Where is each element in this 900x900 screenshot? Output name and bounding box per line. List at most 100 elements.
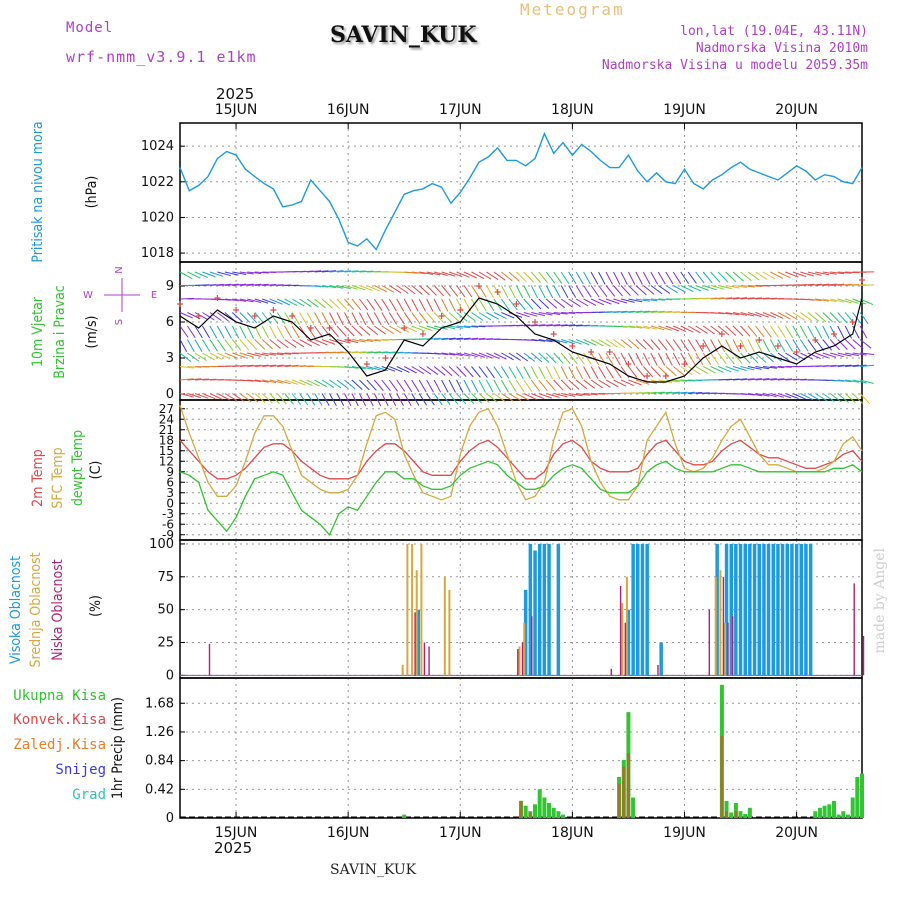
- wind-barb: [284, 364, 299, 367]
- wind-gust-marker: [569, 343, 576, 349]
- wind-barb: [807, 339, 817, 352]
- wind-barb: [845, 283, 860, 286]
- wind-barb: [209, 352, 223, 360]
- wind-barb: [202, 378, 217, 381]
- y-tick-label: 25: [157, 636, 174, 651]
- wind-barb: [590, 366, 599, 379]
- wind-barb: [725, 312, 740, 316]
- wind-barb: [575, 379, 588, 390]
- wind-barb: [553, 271, 563, 284]
- y-tick-label: 9: [166, 279, 174, 294]
- wind-barb: [822, 352, 837, 358]
- wind-barb: [486, 393, 498, 403]
- wind-barb: [179, 378, 194, 381]
- wind-barb: [590, 285, 600, 298]
- wind-barb: [732, 339, 740, 353]
- wind-barb: [553, 298, 566, 309]
- wind-gust-marker: [700, 343, 707, 349]
- wind-barb: [179, 352, 192, 363]
- pressure-line: [179, 131, 863, 251]
- wind-barb: [239, 312, 251, 323]
- wind-barb: [329, 393, 337, 406]
- wind-barb: [628, 366, 638, 378]
- wind-barb: [389, 325, 402, 334]
- cloud-axis-title-1: Visoka Oblacnost: [8, 556, 24, 664]
- wind-barb: [426, 285, 437, 296]
- wind-barb: [762, 325, 772, 338]
- y-tick-label: 100: [149, 537, 174, 552]
- wind-barb: [194, 352, 207, 362]
- wind-barb: [844, 393, 856, 404]
- wind-barb: [807, 271, 822, 276]
- wind-barb: [830, 352, 844, 358]
- wind-barb: [598, 379, 611, 388]
- wind-barb: [553, 339, 568, 344]
- wind-barb: [456, 379, 464, 393]
- x-tick-label-bottom: 17JUN: [439, 825, 482, 841]
- wind-barb: [471, 325, 486, 328]
- wind-barb: [493, 393, 506, 403]
- wind-barb: [209, 312, 222, 321]
- wind-barb: [538, 324, 553, 327]
- wind-gust-marker: [681, 361, 688, 367]
- wind-barb: [852, 364, 867, 367]
- wind-gust-marker: [513, 301, 520, 307]
- wind-barb: [232, 352, 246, 359]
- wind-barb: [239, 283, 254, 286]
- wind-barb: [777, 271, 791, 279]
- y-tick-label: 0: [166, 811, 174, 826]
- wind-barb: [755, 339, 763, 353]
- wind-barb: [403, 298, 412, 312]
- x-tick-label-bottom: 15JUN: [215, 825, 258, 841]
- wind-barb: [665, 285, 678, 294]
- wind-barb: [613, 271, 621, 285]
- wind-barb: [381, 298, 390, 312]
- total-precip-bar: [747, 807, 752, 818]
- y-tick-label: 1.68: [145, 696, 174, 711]
- wind-barb: [583, 271, 591, 285]
- wind-barb: [224, 352, 238, 359]
- low-cloud-bar: [423, 642, 426, 676]
- wind-barb: [583, 352, 592, 365]
- wind-barb: [628, 325, 643, 329]
- wind-barb: [441, 312, 452, 323]
- wind-barb: [657, 271, 666, 285]
- wind-barb: [351, 312, 359, 326]
- wind-barb: [411, 298, 419, 312]
- wind-barb: [262, 379, 277, 384]
- precip-legend-item: Ukupna Kisa: [13, 688, 106, 704]
- wind-barb: [650, 285, 663, 295]
- wind-barb: [246, 393, 259, 403]
- x-tick-label-bottom: 19JUN: [663, 825, 706, 841]
- mid-cloud-bar: [420, 543, 423, 676]
- wind-barb: [740, 285, 755, 288]
- wind-barb: [463, 285, 473, 298]
- wind-barb: [321, 298, 333, 309]
- high-cloud-bar: [640, 543, 645, 676]
- wind-gust-marker: [494, 289, 501, 295]
- wind-barb: [314, 312, 322, 326]
- wind-barb: [837, 379, 852, 383]
- wind-barb: [404, 325, 418, 333]
- wind-barb: [187, 312, 201, 320]
- wind-barb: [202, 393, 216, 400]
- wind-barb: [232, 271, 247, 275]
- wind-barb: [434, 352, 449, 356]
- wind-barb: [209, 339, 218, 352]
- wind-barb: [396, 298, 405, 312]
- wind-barb: [852, 339, 864, 350]
- wind-barb: [680, 325, 694, 333]
- wind-barb: [829, 393, 842, 403]
- wind-barb: [740, 339, 748, 353]
- wind-barb: [187, 378, 202, 381]
- wind-barb: [179, 393, 194, 398]
- wind-barb: [732, 366, 747, 371]
- low-cloud-bar: [610, 668, 612, 676]
- wind-barb: [351, 379, 363, 390]
- wind-barb: [814, 339, 825, 351]
- wind-barb: [247, 271, 262, 274]
- x-tick-label-bottom: 16JUN: [327, 825, 370, 841]
- wind-barb: [344, 351, 359, 354]
- wind-gust-marker: [793, 349, 800, 355]
- wind-barb: [515, 298, 526, 311]
